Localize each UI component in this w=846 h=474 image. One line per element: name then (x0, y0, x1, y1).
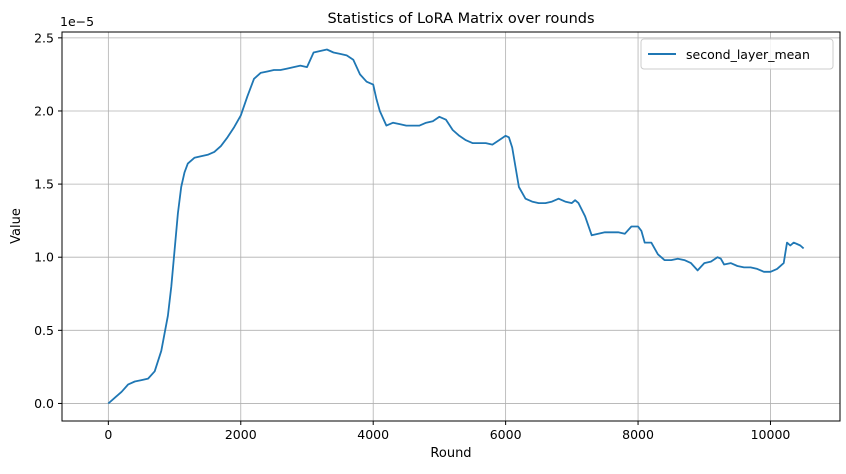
y-tick-label: 2.5 (34, 30, 54, 45)
series-layer (107, 48, 805, 405)
legend-label: second_layer_mean (686, 47, 810, 62)
plot-frame (61, 31, 841, 422)
y-tick-label: 0.0 (34, 396, 54, 411)
x-axis-label: Round (430, 446, 471, 461)
y-tick-label: 0.5 (34, 323, 54, 338)
x-tick-label: 0 (104, 427, 112, 442)
series-line-second-layer-mean (107, 48, 805, 405)
legend-box (640, 38, 834, 70)
grid-lines (62, 32, 840, 421)
x-tick-label: 8000 (622, 427, 654, 442)
y-axis-offset-text: 1e−5 (60, 14, 94, 29)
y-axis-label: Value (9, 208, 24, 244)
x-axis-ticks: 0 2000 4000 6000 8000 10000 (104, 421, 790, 442)
y-tick-label: 2.0 (34, 103, 54, 118)
legend: second_layer_mean (640, 38, 834, 70)
x-tick-label: 4000 (357, 427, 389, 442)
y-axis-ticks: 0.0 0.5 1.0 1.5 2.0 2.5 (34, 30, 62, 411)
x-tick-label: 10000 (751, 427, 791, 442)
x-tick-label: 6000 (490, 427, 522, 442)
y-tick-label: 1.0 (34, 250, 54, 265)
y-tick-label: 1.5 (34, 177, 54, 192)
chart-title: Statistics of LoRA Matrix over rounds (327, 11, 594, 27)
x-tick-label: 2000 (225, 427, 257, 442)
